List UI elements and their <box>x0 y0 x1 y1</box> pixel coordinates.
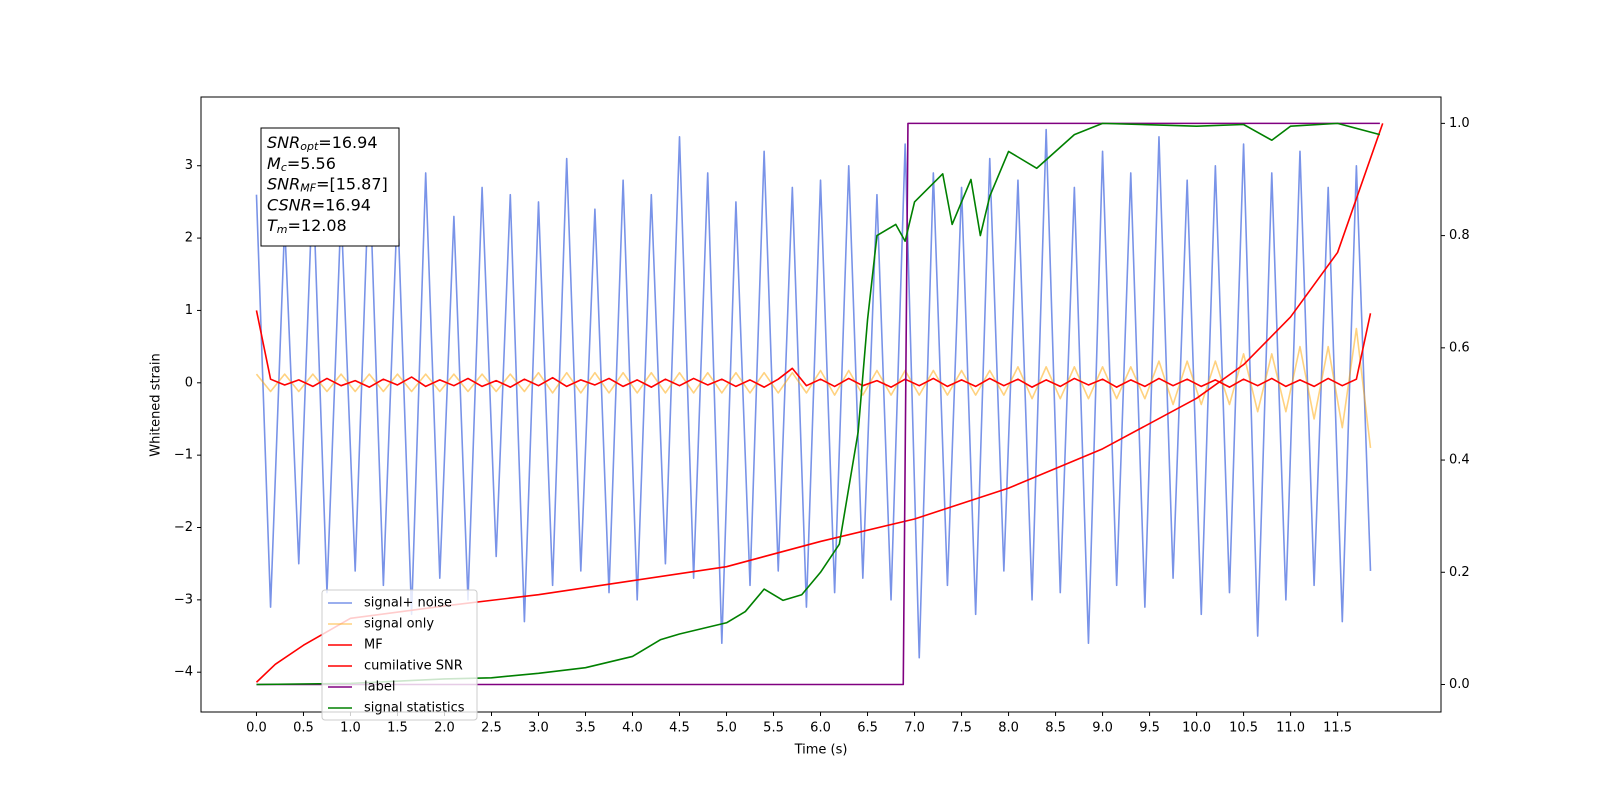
y-tick-label: −3 <box>174 592 193 607</box>
y-tick-label: 3 <box>185 158 193 173</box>
annotation-value: =16.94 <box>318 133 377 152</box>
annotation-value: =12.08 <box>288 216 347 235</box>
x-tick-label: 2.5 <box>481 721 502 736</box>
y-axis-label: Whitened strain <box>149 353 164 456</box>
y-tick-label: 1 <box>185 303 193 318</box>
legend-box <box>321 589 478 721</box>
annotation: SNRopt=16.94 <box>267 133 378 154</box>
x-tick-label: 6.5 <box>857 721 878 736</box>
x-tick-label: 1.0 <box>340 721 361 736</box>
y-tick-label: 2 <box>185 231 193 246</box>
x-tick-label: 10.0 <box>1182 721 1211 736</box>
legend-label: signal+ noise <box>364 596 452 611</box>
x-tick-label: 7.5 <box>951 721 972 736</box>
x-tick-label: 3.5 <box>575 721 596 736</box>
series-line <box>255 310 1372 388</box>
y-tick-label: −1 <box>174 448 193 463</box>
x-tick-label: 2.0 <box>434 721 455 736</box>
y-tick-label: −4 <box>174 665 193 680</box>
x-tick-label: 10.5 <box>1229 721 1258 736</box>
annotation-value: =16.94 <box>312 195 371 214</box>
annotation: CSNR=16.94 <box>267 195 371 214</box>
legend-label: signal statistics <box>364 701 465 716</box>
annotation-symbol: M <box>267 153 281 172</box>
annotation: SNRMF=[15.87] <box>267 174 388 195</box>
y-tick-label: 0 <box>185 375 193 390</box>
x-tick-label: 4.0 <box>622 721 643 736</box>
x-tick-label: 8.5 <box>1045 721 1066 736</box>
legend-label: cumilative SNR <box>364 659 463 674</box>
annotation-subscript: m <box>277 223 288 236</box>
y2-tick-label: 0.4 <box>1449 453 1470 468</box>
annotation-symbol: SNR <box>267 133 300 152</box>
legend-label: MF <box>364 638 383 653</box>
x-tick-label: 11.0 <box>1276 721 1305 736</box>
series-line <box>255 128 1372 659</box>
y2-tick-label: 1.0 <box>1449 116 1470 131</box>
y2-tick-label: 0.2 <box>1449 565 1470 580</box>
annotation-box <box>260 127 400 247</box>
series-line <box>256 122 1381 686</box>
x-tick-label: 9.0 <box>1092 721 1113 736</box>
annotation-symbol: SNR <box>267 174 300 193</box>
series-line <box>256 122 1380 686</box>
annotation: Mc=5.56 <box>267 153 336 174</box>
legend-label: label <box>364 680 395 695</box>
annotation-symbol: CSNR <box>267 195 312 214</box>
annotation: Tm=12.08 <box>267 216 347 237</box>
x-tick-label: 11.5 <box>1323 721 1352 736</box>
x-tick-label: 0.5 <box>293 721 314 736</box>
y2-tick-label: 0.0 <box>1449 677 1470 692</box>
annotation-subscript: MF <box>300 182 316 195</box>
annotation-value: =5.56 <box>287 153 336 172</box>
x-tick-label: 0.0 <box>246 721 267 736</box>
legend-label: signal only <box>364 617 434 632</box>
x-tick-label: 1.5 <box>387 721 408 736</box>
x-axis-label: Time (s) <box>794 743 848 758</box>
annotation-subscript: opt <box>300 140 319 153</box>
x-tick-label: 5.5 <box>763 721 784 736</box>
y2-tick-label: 0.8 <box>1449 228 1470 243</box>
annotation-subscript: c <box>281 161 287 174</box>
y2-tick-label: 0.6 <box>1449 340 1470 355</box>
x-tick-label: 7.0 <box>904 721 925 736</box>
x-tick-label: 3.0 <box>528 721 549 736</box>
x-tick-label: 4.5 <box>669 721 690 736</box>
x-tick-label: 6.0 <box>810 721 831 736</box>
y-tick-label: −2 <box>174 520 193 535</box>
annotation-symbol: T <box>267 216 278 235</box>
x-tick-label: 5.0 <box>716 721 737 736</box>
annotation-value: =[15.87] <box>316 174 388 193</box>
x-tick-label: 8.0 <box>998 721 1019 736</box>
x-tick-label: 9.5 <box>1139 721 1160 736</box>
